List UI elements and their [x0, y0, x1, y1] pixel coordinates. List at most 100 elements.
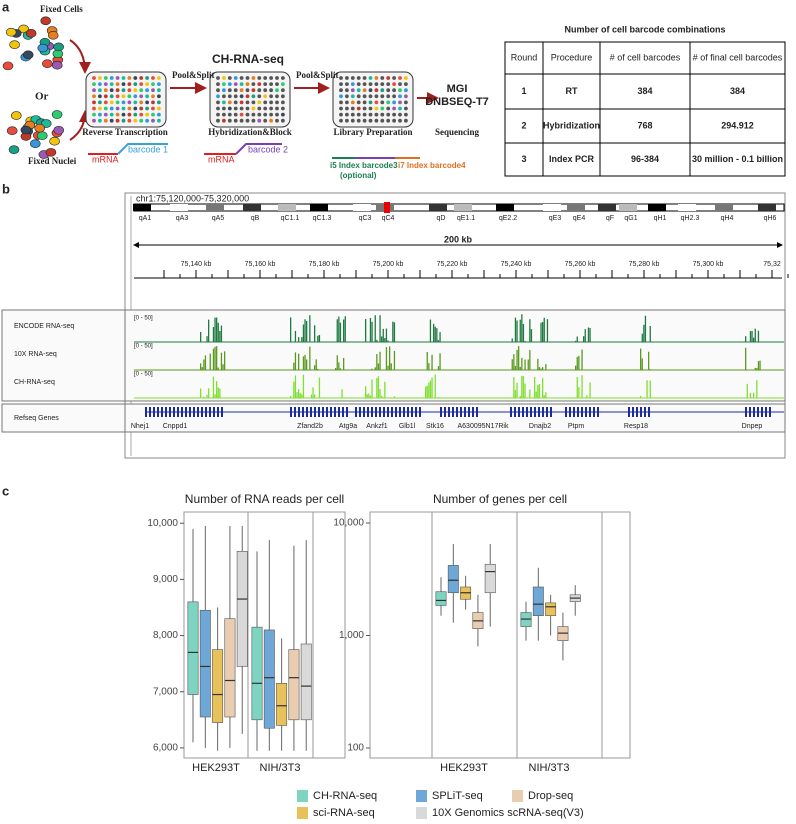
exon	[577, 407, 579, 417]
legend-swatch	[416, 790, 427, 802]
well	[122, 113, 126, 117]
well	[339, 82, 343, 86]
well	[398, 101, 402, 105]
well	[110, 119, 114, 123]
well	[122, 101, 126, 105]
coverage	[394, 396, 395, 398]
exon	[753, 407, 755, 417]
coverage	[589, 382, 590, 398]
well	[369, 82, 373, 86]
coverage	[386, 347, 387, 370]
well	[104, 76, 108, 80]
well	[234, 94, 238, 98]
well	[98, 119, 102, 123]
well	[269, 107, 273, 111]
coverage	[216, 346, 217, 370]
well	[145, 76, 149, 80]
exon	[310, 407, 312, 417]
box	[545, 603, 555, 616]
well	[240, 113, 244, 117]
exon	[302, 407, 304, 417]
coverage	[214, 394, 215, 398]
coverage	[391, 363, 392, 370]
coverage	[309, 347, 310, 370]
exon	[342, 407, 344, 417]
scale-label: 75,200 kb	[373, 261, 404, 268]
label: Fixed Cells	[40, 4, 83, 14]
well	[404, 76, 408, 80]
span-label: 200 kb	[444, 234, 473, 244]
exon	[573, 407, 575, 417]
well	[145, 101, 149, 105]
chart-title: Number of RNA reads per cell	[185, 492, 344, 506]
coverage	[317, 336, 318, 342]
well	[127, 113, 131, 117]
well	[263, 101, 267, 105]
scale-label: 75,240 kb	[501, 261, 532, 268]
band-label: qC3	[359, 215, 372, 222]
well	[157, 101, 161, 105]
well	[246, 88, 250, 92]
y-tick-label: 100	[347, 743, 364, 754]
coverage	[208, 388, 209, 398]
exon	[387, 407, 389, 417]
well	[122, 82, 126, 86]
coverage	[646, 380, 647, 398]
band	[243, 204, 261, 211]
coverage	[383, 397, 384, 398]
band-label: qG1	[624, 215, 637, 222]
well	[281, 113, 285, 117]
coverage	[303, 324, 304, 342]
exon	[205, 407, 207, 417]
well	[281, 119, 285, 123]
exon	[391, 407, 393, 417]
coverage	[290, 317, 291, 342]
coverage	[425, 387, 426, 398]
exon	[644, 407, 646, 417]
legend-swatch	[297, 807, 308, 819]
coverage	[381, 396, 382, 398]
well	[116, 119, 120, 123]
well	[281, 88, 285, 92]
well	[110, 101, 114, 105]
coverage	[516, 383, 517, 398]
coverage	[218, 323, 219, 342]
coverage	[521, 376, 522, 398]
well	[145, 88, 149, 92]
well	[133, 82, 137, 86]
coverage	[298, 354, 299, 370]
well	[357, 107, 361, 111]
band	[278, 204, 296, 211]
coverage	[529, 390, 530, 398]
well	[246, 76, 250, 80]
exon	[510, 407, 512, 417]
coverage	[337, 355, 338, 370]
well	[345, 88, 349, 92]
well	[157, 76, 161, 80]
well	[157, 94, 161, 98]
label: (optional)	[340, 171, 377, 180]
gene-name: Stk16	[426, 423, 444, 430]
exon	[399, 407, 401, 417]
coverage	[303, 356, 304, 370]
well	[122, 76, 126, 80]
exon	[334, 407, 336, 417]
well	[351, 119, 355, 123]
band	[678, 204, 696, 211]
well	[351, 113, 355, 117]
exon	[197, 407, 199, 417]
well	[263, 107, 267, 111]
well	[357, 113, 361, 117]
exon	[306, 407, 308, 417]
coverage	[523, 324, 524, 342]
cell	[9, 146, 19, 154]
coverage	[640, 396, 641, 398]
step-label: Hybridization&Block	[208, 127, 292, 137]
coverage	[542, 378, 543, 398]
well	[240, 82, 244, 86]
well	[98, 94, 102, 98]
coverage	[314, 394, 315, 398]
coverage	[524, 360, 525, 370]
y-tick-label: 8,000	[153, 630, 178, 641]
